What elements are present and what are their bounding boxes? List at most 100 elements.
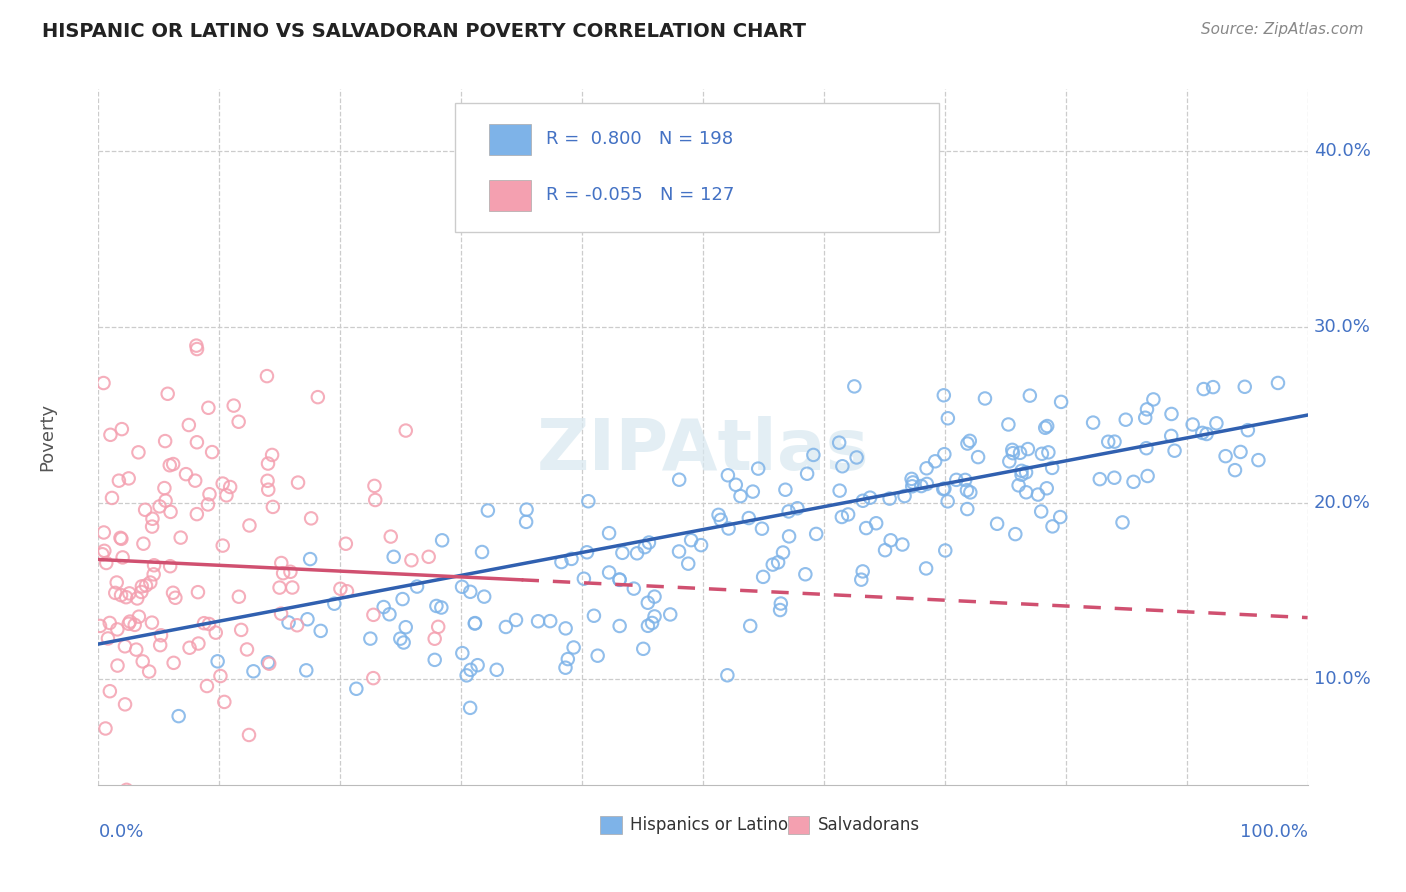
Text: Hispanics or Latinos: Hispanics or Latinos <box>630 815 797 834</box>
Point <box>187 585 209 599</box>
Point <box>281 581 304 595</box>
FancyBboxPatch shape <box>787 816 810 834</box>
Point <box>1036 419 1059 434</box>
Point <box>997 417 1019 432</box>
Point <box>945 473 967 487</box>
Point <box>256 474 278 488</box>
Point <box>270 607 292 621</box>
Point <box>1033 421 1056 435</box>
Point <box>280 565 302 579</box>
Point <box>142 567 165 582</box>
Point <box>1042 519 1064 533</box>
Point <box>257 655 280 669</box>
Point <box>1191 425 1213 440</box>
Point <box>778 529 800 543</box>
Point <box>363 607 385 622</box>
Point <box>132 537 155 551</box>
Point <box>467 658 489 673</box>
Point <box>1007 478 1029 492</box>
Point <box>364 493 387 508</box>
Text: 0.0%: 0.0% <box>98 823 143 841</box>
FancyBboxPatch shape <box>600 816 621 834</box>
Point <box>153 434 176 448</box>
Point <box>153 481 176 495</box>
Point <box>107 658 129 673</box>
Point <box>111 422 134 436</box>
Point <box>179 640 201 655</box>
Point <box>155 493 177 508</box>
Point <box>198 487 221 501</box>
Point <box>430 533 453 548</box>
Text: HISPANIC OR LATINO VS SALVADORAN POVERTY CORRELATION CHART: HISPANIC OR LATINO VS SALVADORAN POVERTY… <box>42 22 806 41</box>
Point <box>837 508 859 522</box>
Point <box>644 609 666 624</box>
Point <box>114 698 136 712</box>
Text: R = -0.055   N = 127: R = -0.055 N = 127 <box>546 186 734 204</box>
Point <box>214 695 236 709</box>
FancyBboxPatch shape <box>456 103 939 232</box>
Point <box>575 545 598 559</box>
Point <box>423 632 446 646</box>
Point <box>515 515 537 529</box>
Point <box>285 618 308 632</box>
Point <box>1215 449 1237 463</box>
Point <box>177 417 200 432</box>
Point <box>238 518 260 533</box>
FancyBboxPatch shape <box>489 124 531 155</box>
Point <box>959 485 981 500</box>
Point <box>149 638 172 652</box>
Point <box>344 681 367 696</box>
Point <box>299 511 322 525</box>
Point <box>228 590 250 604</box>
Point <box>162 457 184 471</box>
Point <box>165 591 187 605</box>
Point <box>141 519 163 533</box>
Point <box>127 591 149 606</box>
Point <box>93 525 115 540</box>
Point <box>460 663 482 677</box>
Point <box>901 475 924 490</box>
Point <box>1031 447 1053 461</box>
Point <box>1035 481 1057 495</box>
Point <box>586 648 609 663</box>
Point <box>582 608 605 623</box>
Point <box>747 461 769 475</box>
Point <box>186 342 208 356</box>
Point <box>1018 389 1040 403</box>
Point <box>572 572 595 586</box>
Point <box>690 538 713 552</box>
Point <box>295 663 318 677</box>
Point <box>167 709 190 723</box>
Point <box>115 782 138 797</box>
Point <box>752 570 775 584</box>
Point <box>124 618 146 632</box>
Point <box>141 615 163 630</box>
Point <box>1017 442 1039 456</box>
Point <box>831 459 853 474</box>
Point <box>730 489 752 503</box>
Point <box>97 632 120 646</box>
Point <box>1015 466 1038 480</box>
Point <box>1026 487 1049 501</box>
Point <box>458 584 481 599</box>
Point <box>598 566 620 580</box>
Point <box>118 586 141 600</box>
Point <box>910 479 932 493</box>
Point <box>557 652 579 666</box>
Point <box>852 565 875 579</box>
Point <box>900 472 922 486</box>
Point <box>873 543 896 558</box>
Point <box>236 642 259 657</box>
Point <box>108 474 131 488</box>
Point <box>901 479 924 493</box>
Point <box>659 607 682 622</box>
Point <box>879 491 901 506</box>
Point <box>852 493 875 508</box>
Point <box>149 500 172 514</box>
Point <box>626 546 648 560</box>
Point <box>956 436 979 450</box>
Point <box>1136 469 1159 483</box>
Point <box>1205 417 1227 431</box>
Point <box>612 546 634 560</box>
Point <box>893 489 915 503</box>
